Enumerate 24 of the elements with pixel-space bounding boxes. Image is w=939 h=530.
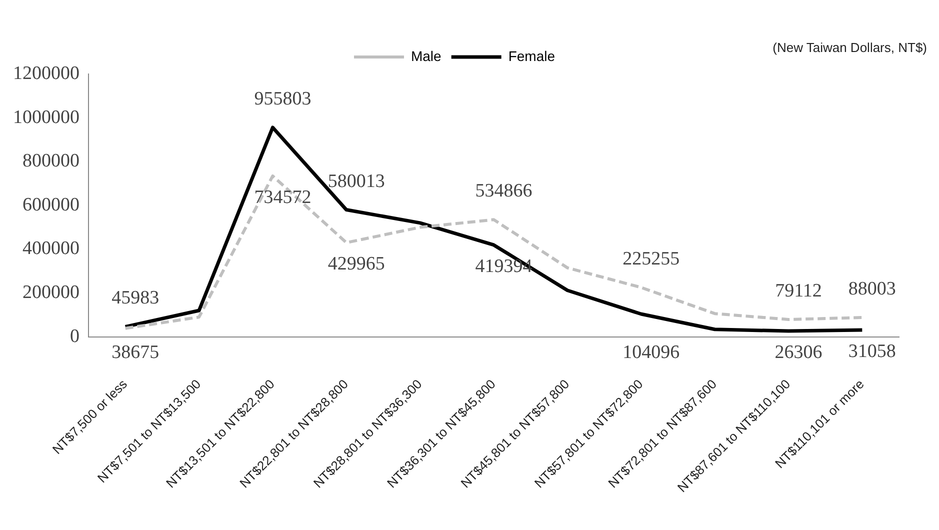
data-label: 225255 [622, 248, 680, 270]
data-label: 534866 [475, 180, 532, 202]
text: (New Taiwan Dollars, NT$) [772, 40, 927, 55]
y-tick-label: 1000000 [13, 106, 80, 128]
data-label: 31058 [848, 340, 896, 362]
data-label: 580013 [328, 170, 385, 192]
data-label: 88003 [848, 278, 896, 300]
data-label: 79112 [775, 280, 822, 302]
data-label: 419394 [475, 256, 533, 277]
legend-label: Female [508, 48, 556, 64]
y-tick-label: 800000 [22, 150, 80, 172]
data-label: 45983 [112, 288, 160, 309]
data-label: 955803 [254, 88, 312, 110]
data-label: 429965 [328, 254, 385, 275]
data-label: 104096 [622, 342, 680, 363]
y-tick-label: 0 [70, 326, 80, 347]
data-label: 734572 [254, 186, 312, 208]
y-tick-label: 600000 [22, 194, 80, 216]
data-label: 26306 [774, 342, 822, 364]
y-tick-label: 400000 [22, 238, 80, 260]
y-tick-label: 200000 [22, 282, 80, 303]
legend-label: Male [410, 48, 442, 64]
y-tick-label: 1200000 [13, 62, 80, 84]
data-label: 38675 [112, 342, 160, 363]
